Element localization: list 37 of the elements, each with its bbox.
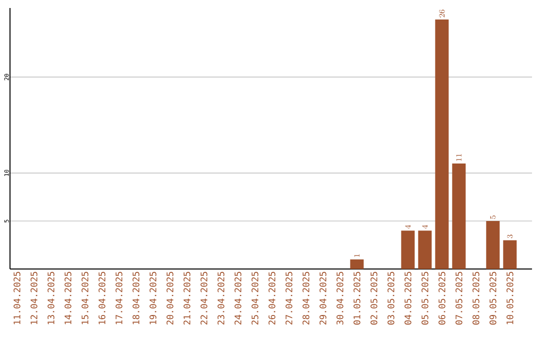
x-tick-label: 23.04.2025 (218, 272, 224, 324)
x-tick-label: 16.04.2025 (98, 272, 106, 324)
x-tick-label: 01.05.2025 (354, 272, 360, 325)
bar (503, 240, 517, 269)
x-tick-label: 13.04.2025 (48, 272, 54, 324)
x-tick-label: 05.05.2025 (422, 272, 428, 325)
x-tick-label: 18.04.2025 (132, 272, 140, 324)
x-tick-label: 19.04.2025 (150, 272, 156, 324)
x-tick-label: 15.04.2025 (82, 272, 88, 324)
x-tick-label: 03.05.2025 (388, 272, 394, 325)
bar (486, 221, 500, 269)
bar (418, 230, 432, 269)
x-tick-label: 29.04.2025 (320, 272, 326, 324)
x-tick-label: 04.05.2025 (404, 272, 412, 325)
x-tick-label: 09.05.2025 (490, 272, 496, 325)
x-tick-label: 07.05.2025 (456, 272, 462, 325)
bar (452, 163, 466, 269)
x-tick-label: 22.04.2025 (200, 272, 208, 324)
x-tick-label: 02.05.2025 (370, 272, 378, 325)
x-tick-label: 26.04.2025 (268, 272, 276, 324)
x-tick-label: 06.05.2025 (438, 272, 446, 325)
x-tick-label: 24.04.2025 (234, 272, 242, 324)
bar (435, 20, 449, 269)
bar (350, 259, 364, 269)
x-tick-label: 11.04.2025 (14, 272, 20, 324)
x-tick-label: 12.04.2025 (30, 272, 38, 324)
x-tick-label: 25.04.2025 (252, 272, 258, 324)
x-tick-label: 27.04.2025 (286, 272, 292, 324)
bar (401, 230, 415, 269)
x-tick-label: 08.05.2025 (472, 272, 480, 325)
x-tick-label: 14.04.2025 (64, 272, 72, 324)
x-tick-label: 17.04.2025 (116, 272, 122, 324)
x-tick-label: 20.04.2025 (166, 272, 174, 324)
x-tick-label: 30.04.2025 (336, 272, 344, 325)
x-tick-label: 10.05.2025 (506, 272, 514, 324)
x-tick-label: 28.04.2025 (302, 272, 310, 324)
x-tick-label: 21.04.2025 (184, 272, 190, 324)
